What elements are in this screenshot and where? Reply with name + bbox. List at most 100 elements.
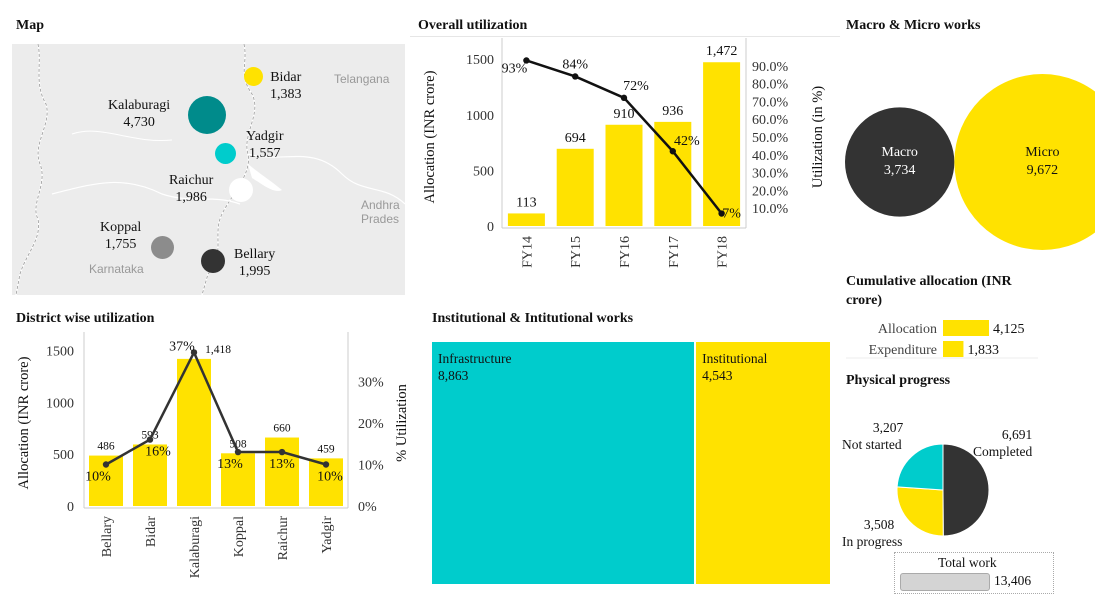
treemap-institutional[interactable] [696, 342, 830, 584]
total-work-box [894, 552, 1054, 594]
map-title: Map [16, 18, 44, 33]
district-bar-bidar[interactable] [133, 444, 167, 506]
bellary-bubble[interactable] [201, 249, 225, 273]
overall-bar-label: 694 [565, 131, 586, 146]
macro-micro-title: Macro & Micro works [846, 18, 981, 33]
district-y2tick-label: 20% [358, 417, 384, 432]
overall-y2tick-label: 10.0% [752, 202, 789, 217]
infrastructure-value: 8,863 [438, 368, 469, 383]
overall-bar-fy18[interactable] [703, 62, 741, 227]
district-x-tick-label: Raichur [276, 516, 291, 561]
overall-bar-fy16[interactable] [605, 124, 643, 226]
district-utilization-point[interactable] [234, 448, 242, 456]
overall-bar-label: 1,472 [706, 44, 738, 59]
district-utilization-chart[interactable]: 0 500 1000 1500 0% 10% 20% 30% Allocation (INR c… [10, 330, 420, 592]
overall-x-tick-label: FY17 [667, 236, 682, 268]
overall-bar-fy15[interactable] [556, 148, 594, 226]
overall-bar-fy14[interactable] [507, 213, 545, 226]
kalaburagi-bubble[interactable] [188, 96, 226, 134]
raichur-bubble[interactable] [229, 178, 253, 202]
overall-y2tick-label: 20.0% [752, 184, 789, 199]
overall-y2tick-label: 50.0% [752, 131, 789, 146]
map-place-karnataka: Karnataka [89, 262, 144, 276]
district-utilization-title: District wise utilization [16, 311, 155, 326]
overall-utilization-point[interactable] [669, 148, 676, 155]
cumulative-bar-expenditure[interactable] [943, 341, 964, 357]
district-utilization-point[interactable] [278, 448, 286, 456]
macro-micro-chart[interactable]: Macro 3,734 Micro 9,672 [840, 70, 1095, 255]
district-utilization-point[interactable] [190, 349, 198, 356]
macro-bubble[interactable] [845, 107, 955, 217]
bellary-label: Bellary 1,995 [234, 246, 275, 280]
overall-utilization-chart[interactable]: 0 500 1000 1500 10.0% 20.0% 30.0% 40.0% 50.0% 60.… [410, 36, 840, 288]
overall-y2-axis-title: Utilization (in %) [810, 86, 826, 188]
physical-progress-pie[interactable] [880, 430, 1010, 550]
overall-utilization-title: Overall utilization [418, 18, 528, 33]
overall-top-rule[interactable] [410, 36, 840, 37]
overall-x-tick-label: FY18 [716, 236, 731, 268]
pie-slice-completed[interactable] [942, 443, 990, 537]
micro-bubble[interactable] [954, 74, 1095, 250]
district-bar-koppal[interactable] [221, 453, 255, 506]
overall-y2tick-label: 70.0% [752, 95, 789, 110]
district-map[interactable]: Telangana Andhra Prades Karnataka Bidar 1… [12, 44, 405, 295]
overall-utilization-point[interactable] [620, 94, 628, 102]
overall-utilization-label: 93% [502, 61, 528, 76]
district-utilization-point[interactable] [322, 461, 330, 468]
district-bar-label: 459 [317, 443, 335, 455]
overall-utilization-point[interactable] [718, 210, 725, 217]
completed-label: Completed [973, 444, 1033, 459]
district-bar-label: 1,418 [205, 344, 231, 356]
not-started-value: 3,207 [872, 420, 904, 435]
cumulative-category-label: Allocation [878, 322, 937, 337]
district-utilization-line[interactable] [105, 349, 327, 466]
yadgir-name: Yadgir [246, 129, 284, 144]
overall-bar-label: 936 [662, 104, 683, 119]
district-bar-kalaburagi[interactable] [177, 358, 211, 506]
treemap-infrastructure[interactable] [432, 342, 695, 584]
district-ytick-label: 500 [53, 448, 74, 463]
pie-slice-not-started[interactable] [896, 443, 944, 491]
cumulative-bar-allocation[interactable] [943, 320, 989, 336]
overall-utilization-point[interactable] [523, 57, 530, 64]
overall-utilization-label: 72% [623, 79, 649, 94]
cumulative-allocation-chart[interactable]: Allocation 4,125 Expenditure 1,833 [846, 314, 1046, 360]
treemap: Infrastructure 8,863 Institutional 4,543 [432, 342, 830, 584]
overall-utilization-point[interactable] [572, 73, 579, 80]
yadgir-bubble[interactable] [215, 143, 236, 164]
district-ytick-label: 1500 [46, 344, 74, 359]
in-progress-value: 3,508 [863, 517, 895, 532]
district-ytick-label: 0 [67, 500, 74, 515]
kalaburagi-name: Kalaburagi [108, 98, 171, 113]
institutional-works-title: Institutional & Intitutional works [432, 311, 634, 326]
overall-y-axis-title: Allocation (INR crore) [422, 70, 438, 203]
district-utilization-point[interactable] [146, 436, 154, 443]
map-place-andhra-label: Andhra Prades [361, 198, 400, 226]
overall-y2tick-label: 30.0% [752, 167, 789, 182]
map-place-andhra: Andhra Prades [361, 198, 405, 226]
district-utilization-point[interactable] [102, 461, 110, 468]
pie-slice-in-progress[interactable] [896, 486, 944, 537]
district-utilization-label: 37% [169, 339, 195, 354]
map-place-telangana: Telangana [334, 72, 390, 86]
district-bar-label: 486 [97, 441, 115, 453]
overall-utilization-label: 7% [722, 207, 741, 222]
koppal-value: 1,755 [104, 237, 137, 252]
total-work-label: Total work [938, 555, 997, 570]
macro-label: Macro [881, 145, 918, 160]
bellary-value: 1,995 [238, 264, 271, 279]
yadgir-value: 1,557 [248, 146, 281, 161]
institutional-value: 4,543 [702, 368, 733, 383]
bidar-value: 1,383 [270, 87, 302, 102]
district-ytick-label: 1000 [46, 396, 74, 411]
koppal-bubble[interactable] [151, 236, 174, 259]
district-x-tick-label: Koppal [232, 516, 247, 557]
micro-label: Micro [1025, 145, 1059, 160]
overall-x-tick-label: FY15 [569, 236, 584, 268]
bidar-bubble[interactable] [244, 67, 263, 86]
micro-value: 9,672 [1027, 163, 1059, 178]
physical-progress-title: Physical progress [846, 373, 951, 388]
overall-utilization-label: 84% [562, 57, 588, 72]
raichur-label: Raichur 1,986 [169, 172, 213, 206]
total-work-bar [900, 573, 990, 591]
